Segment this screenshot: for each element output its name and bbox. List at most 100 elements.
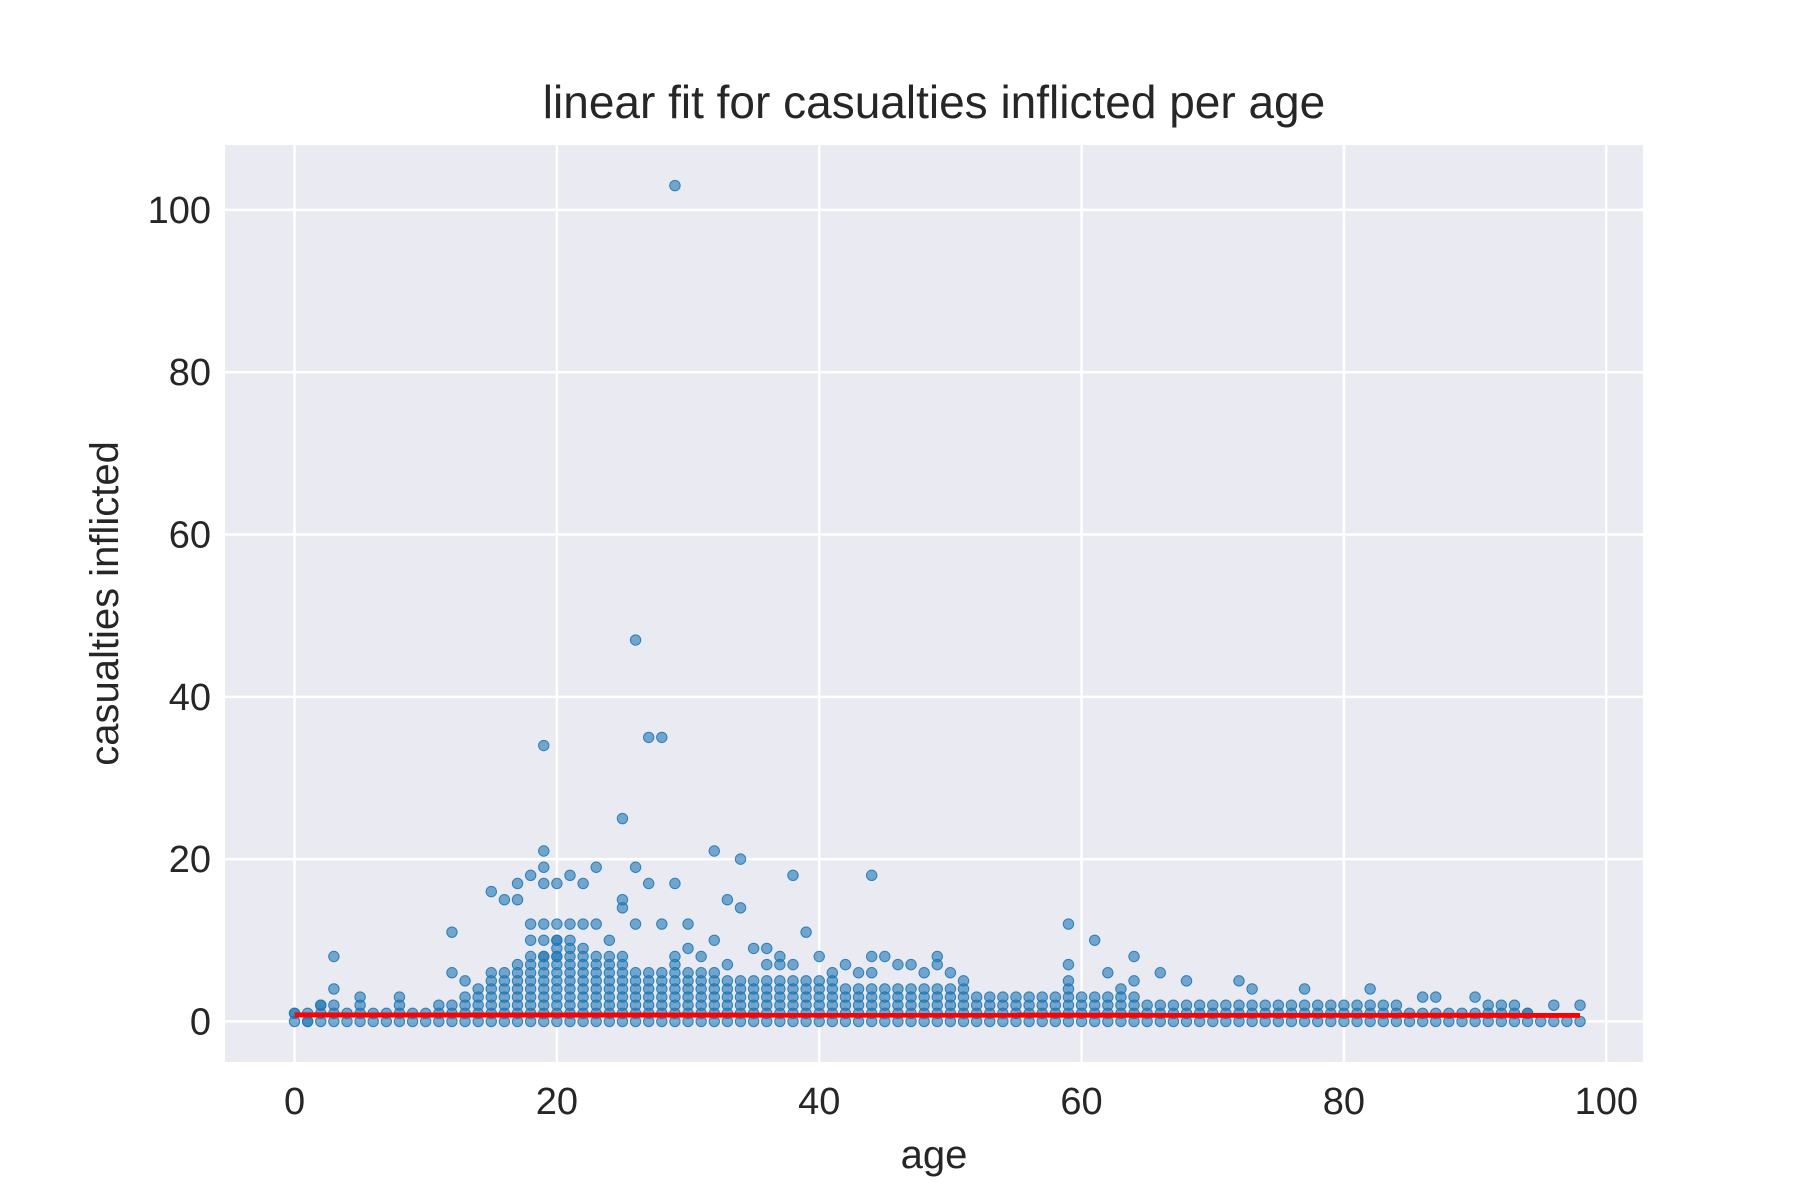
y-axis-label: casualties inflicted xyxy=(83,441,127,766)
data-point xyxy=(734,853,747,865)
data-point xyxy=(813,950,825,963)
data-point xyxy=(1311,999,1324,1011)
data-point xyxy=(1285,999,1298,1011)
data-point xyxy=(1062,918,1075,930)
data-point xyxy=(1088,934,1101,946)
data-point xyxy=(761,975,773,987)
data-point xyxy=(1246,999,1258,1011)
data-point xyxy=(787,869,799,882)
data-point xyxy=(682,918,694,930)
plot-area xyxy=(225,145,1643,1062)
data-point xyxy=(328,999,340,1011)
data-point xyxy=(1233,975,1245,987)
data-point xyxy=(734,902,747,914)
data-point xyxy=(721,893,734,906)
data-point xyxy=(498,967,511,979)
data-point xyxy=(301,1015,314,1028)
data-point xyxy=(682,942,694,955)
x-tick-label: 60 xyxy=(1060,1081,1102,1123)
data-point xyxy=(485,885,497,898)
data-point xyxy=(603,950,616,963)
data-point xyxy=(800,975,812,987)
data-point xyxy=(1469,991,1481,1003)
data-point xyxy=(1154,967,1166,979)
data-point xyxy=(1390,999,1403,1011)
data-point xyxy=(1023,991,1035,1003)
data-point xyxy=(879,950,891,963)
data-point xyxy=(1495,999,1508,1011)
data-point xyxy=(1364,983,1376,995)
data-point xyxy=(656,967,668,979)
data-point xyxy=(629,634,642,646)
y-tick-label: 0 xyxy=(190,1001,211,1043)
data-point xyxy=(1088,991,1101,1003)
data-point xyxy=(1233,999,1245,1011)
data-point xyxy=(656,918,668,930)
data-point xyxy=(1482,999,1494,1011)
data-point xyxy=(1154,999,1166,1011)
data-point xyxy=(997,991,1009,1003)
data-point xyxy=(538,950,550,963)
data-point xyxy=(865,967,878,979)
data-point xyxy=(931,958,943,971)
data-point xyxy=(1338,999,1350,1011)
data-point xyxy=(852,967,865,979)
x-axis-label: age xyxy=(901,1133,968,1177)
data-point xyxy=(1049,991,1062,1003)
data-point xyxy=(708,934,720,946)
data-point xyxy=(984,991,996,1003)
data-point xyxy=(446,926,458,938)
data-point xyxy=(459,975,471,987)
data-point xyxy=(354,991,366,1003)
data-point xyxy=(1115,983,1127,995)
data-point xyxy=(590,918,602,930)
data-point xyxy=(865,869,878,882)
data-point xyxy=(315,999,327,1011)
data-point xyxy=(787,958,799,971)
data-point xyxy=(564,918,576,930)
y-tick-label: 100 xyxy=(148,190,211,232)
scatter-points xyxy=(288,179,1586,1028)
x-tick-labels: 0 20 40 60 80 100 xyxy=(284,1081,1638,1123)
data-point xyxy=(905,983,917,995)
data-point xyxy=(1298,983,1311,995)
data-point xyxy=(1351,999,1363,1011)
data-point xyxy=(551,950,563,963)
x-tick-label: 40 xyxy=(798,1081,840,1123)
data-point xyxy=(629,967,642,979)
data-point xyxy=(695,950,707,963)
data-point xyxy=(328,950,340,963)
data-point xyxy=(498,893,511,906)
data-point xyxy=(642,967,655,979)
data-point xyxy=(669,950,681,963)
data-point xyxy=(1102,967,1114,979)
data-point xyxy=(1259,999,1271,1011)
data-point xyxy=(551,934,563,946)
data-point xyxy=(1180,999,1193,1011)
data-point xyxy=(1377,999,1389,1011)
data-point xyxy=(656,731,668,744)
data-point xyxy=(1548,999,1560,1011)
data-point xyxy=(813,975,825,987)
data-point xyxy=(761,958,773,971)
data-point xyxy=(1246,983,1258,995)
data-point xyxy=(511,877,524,890)
data-point xyxy=(761,942,773,955)
y-tick-labels: 0 20 40 60 80 100 xyxy=(148,190,211,1044)
data-point xyxy=(826,967,839,979)
data-point xyxy=(538,934,550,946)
data-point xyxy=(892,983,904,995)
data-point xyxy=(524,869,537,882)
data-point xyxy=(446,999,458,1011)
data-point xyxy=(564,869,576,882)
data-point xyxy=(642,877,655,890)
data-point xyxy=(590,950,602,963)
x-tick-label: 0 xyxy=(284,1081,305,1123)
y-tick-label: 20 xyxy=(169,839,211,881)
data-point xyxy=(1128,991,1140,1003)
data-point xyxy=(538,739,550,752)
data-point xyxy=(603,934,616,946)
data-point xyxy=(485,967,497,979)
data-point xyxy=(787,975,799,987)
